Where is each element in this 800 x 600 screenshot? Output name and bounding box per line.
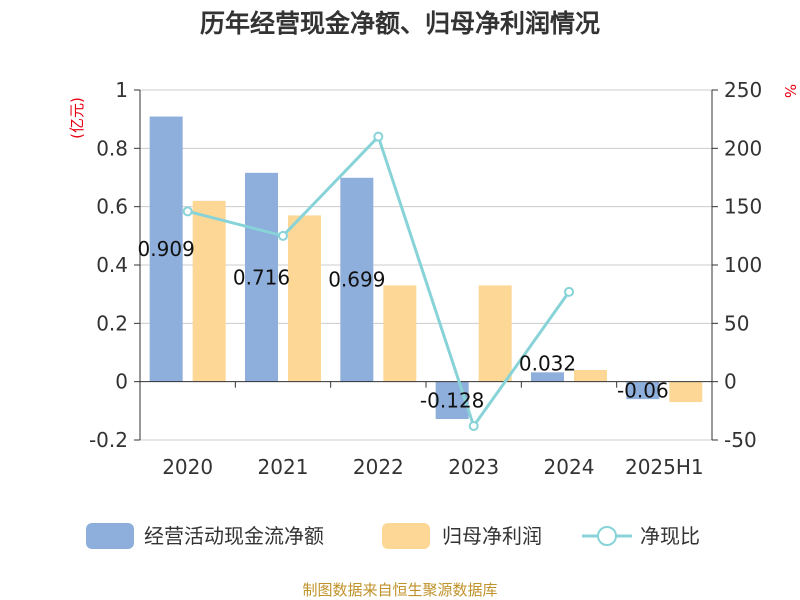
left-tick-label: 1: [115, 78, 128, 102]
cashflow-data-label: -0.128: [420, 388, 484, 412]
x-tick-label: 2024: [544, 455, 595, 479]
x-tick-label: 2023: [448, 455, 499, 479]
cashflow-data-label: 0.909: [138, 237, 195, 261]
net-profit-bar: [383, 285, 417, 382]
legend-swatch-ratio-marker: [597, 526, 617, 546]
ratio-line: [182, 131, 574, 431]
cashflow-bar: [245, 172, 278, 382]
cashflow-bar: [626, 381, 660, 400]
left-tick-label: 0.6: [96, 195, 128, 219]
right-tick-label: 250: [724, 78, 762, 102]
x-tick-label: 2021: [258, 455, 309, 479]
right-tick-label: 50: [724, 311, 749, 335]
cashflow-bar: [340, 177, 374, 382]
right-axis-unit: %: [781, 84, 799, 98]
right-tick-label: 0: [724, 370, 737, 394]
left-tick-label: 0: [115, 370, 128, 394]
legend-label-ratio: 净现比: [640, 524, 700, 548]
cashflow-data-label: 0.032: [519, 351, 576, 375]
ratio-point: [564, 286, 574, 297]
legend-swatch-cashflow: [86, 523, 134, 549]
left-tick-label: -0.2: [89, 428, 128, 452]
net-profit-bar: [478, 285, 512, 382]
bars: [149, 116, 703, 419]
net-profit-bar: [669, 381, 703, 403]
right-tick-label: 150: [724, 195, 762, 219]
ratio-point: [468, 421, 479, 431]
x-tick-label: 2020: [162, 455, 213, 479]
legend-swatch-net-profit: [382, 523, 430, 549]
x-tick-label: 2022: [353, 455, 404, 479]
left-tick-label: 0.2: [96, 311, 128, 335]
chart-title: 历年经营现金净额、归母净利润情况: [200, 9, 600, 38]
cashflow-bar: [435, 381, 469, 419]
net-profit-bar: [288, 215, 321, 382]
cashflow-data-label: 0.716: [233, 265, 290, 289]
legend-label-cashflow: 经营活动现金流净额: [144, 524, 324, 548]
right-tick-label: 100: [724, 253, 762, 277]
net-profit-bar: [192, 200, 226, 382]
right-tick-label: 200: [724, 136, 762, 160]
source-note: 制图数据来自恒生聚源数据库: [302, 581, 497, 599]
axes: -0.2 0 0.2 0.4 0.6 0.8 1 -50 0 50 100 150 200 250 2020…: [89, 78, 762, 479]
legend-label-net-profit: 归母净利润: [442, 524, 542, 548]
left-tick-label: 0.4: [96, 253, 128, 277]
right-tick-label: -50: [724, 428, 757, 452]
cashflow-data-label: 0.699: [328, 268, 385, 292]
cashflow-bar: [149, 116, 183, 382]
left-axis-unit: (亿元): [68, 97, 86, 139]
ratio-point: [182, 206, 193, 217]
data-labels: 0.909 0.716 0.699 -0.128 0.032 -0.06: [138, 237, 669, 412]
legend: 经营活动现金流净额 归母净利润 净现比: [86, 523, 700, 549]
x-tick-label: 2025H1: [625, 455, 704, 479]
net-profit-bar: [574, 370, 607, 382]
ratio-point: [373, 131, 384, 142]
cashflow-bar: [531, 372, 564, 382]
grid-lines: [140, 89, 712, 441]
left-tick-label: 0.8: [96, 136, 128, 160]
cashflow-data-label: -0.06: [617, 378, 669, 402]
ratio-point: [278, 230, 288, 241]
